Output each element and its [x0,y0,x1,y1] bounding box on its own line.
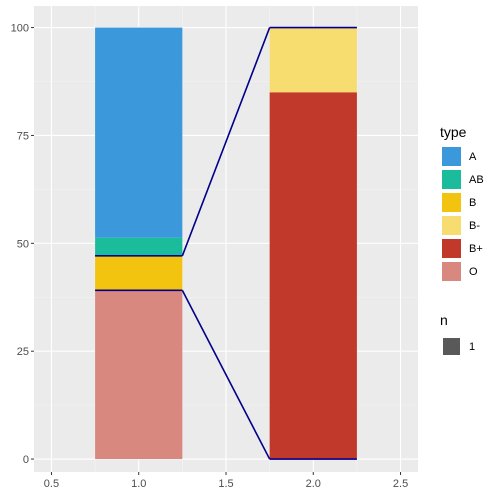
y-axis: 0 25 50 75 100 [11,23,34,466]
connector-line-1 [181,27,271,257]
legend-n: n 1 [440,312,475,355]
legend-n-label: 1 [469,341,475,353]
y-tick-label: 25 [17,346,29,358]
y-tick-label: 100 [11,23,29,35]
x-tick-label: 2.5 [393,478,408,490]
y-tick-label: 0 [23,454,29,466]
x-tick-label: 0.5 [44,478,59,490]
x-axis: 0.5 1.0 1.5 2.0 2.5 [44,472,408,490]
bar-2-segment-bminus [269,27,357,93]
bar-1-segment-a [95,27,183,238]
bar-1-segment-ab [95,237,183,256]
bar-1-segment-o [95,290,183,460]
legend-key-ab [442,170,461,189]
legend-type: type A AB B B- B+ O [440,124,484,281]
legend-label: B- [469,220,480,232]
x-tick-label: 1.0 [131,478,146,490]
legend-label: B [469,197,476,209]
legend-label: O [469,266,478,278]
bars [95,27,357,460]
x-tick-label: 1.5 [218,478,233,490]
legend-label: B+ [469,243,483,255]
connectors [95,26,357,460]
legend-key-o [442,262,461,281]
x-tick-label: 2.0 [306,478,321,490]
legend-label: A [469,151,477,163]
bar-2-segment-bplus [269,92,357,460]
y-tick-label: 50 [17,238,29,250]
legend-type-title: type [440,124,467,140]
legend-n-key [443,338,460,355]
y-tick-label: 75 [17,130,29,142]
legend-key-b [442,193,461,212]
legend-key-bminus [442,216,461,235]
connector-line-2 [181,289,271,460]
bar-1-segment-b [95,255,183,291]
legend-n-title: n [440,312,448,328]
legend-label: AB [469,174,484,186]
legend-key-a [442,147,461,166]
legend-key-bplus [442,239,461,258]
